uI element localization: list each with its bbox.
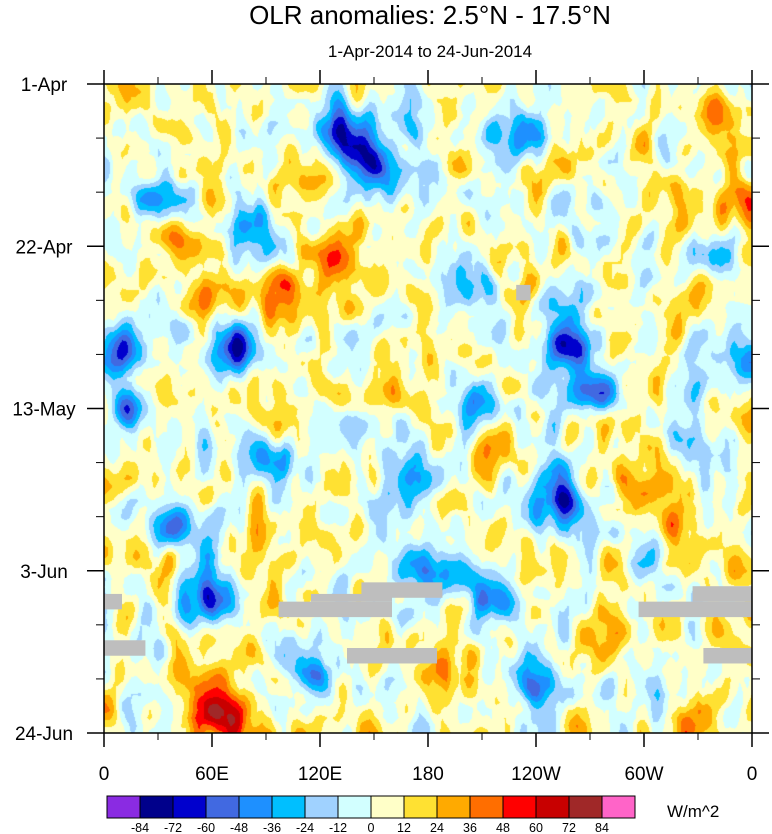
colorbar-label: 60 (529, 821, 543, 834)
colorbar-label: -84 (131, 821, 149, 834)
y-tick-label: 1-Apr (21, 75, 68, 96)
missing-data-region (692, 586, 752, 602)
heatmap-field (104, 84, 752, 733)
colorbar: -84 -72 -60 -48 -36 -24 -12 0 12 24 36 48 60 72 84 (106, 795, 636, 834)
colorbar-label: -48 (230, 821, 248, 834)
colorbar-label: -12 (329, 821, 347, 834)
missing-data-region (361, 582, 443, 598)
x-axis: 0 60E 120E 180 120W 60W 0 (99, 70, 758, 785)
x-tick-label: 120E (298, 764, 342, 785)
colorbar-swatch (172, 795, 207, 819)
x-tick-label: 60W (624, 764, 663, 785)
colorbar-swatch (139, 795, 174, 819)
missing-data-region (638, 601, 752, 618)
missing-data-region (311, 593, 392, 602)
y-tick-label: 13-May (12, 400, 76, 421)
colorbar-swatch (568, 795, 603, 819)
colorbar-swatch (502, 795, 537, 819)
x-tick-label: 120W (511, 764, 561, 785)
x-tick-label: 0 (99, 764, 110, 785)
colorbar-label: 0 (368, 821, 375, 834)
missing-data-regions (104, 284, 752, 664)
heatmap-area (103, 83, 753, 734)
colorbar-label: 24 (430, 821, 444, 834)
colorbar-label: -24 (296, 821, 314, 834)
chart-title: OLR anomalies: 2.5°N - 17.5°N (249, 0, 611, 30)
colorbar-label: 48 (496, 821, 510, 834)
x-tick-label: 180 (412, 764, 444, 785)
colorbar-label: 84 (595, 821, 609, 834)
chart-subtitle: 1-Apr-2014 to 24-Jun-2014 (328, 42, 532, 61)
y-tick-label: 22-Apr (15, 237, 73, 258)
colorbar-label: 12 (397, 821, 411, 834)
colorbar-swatch (205, 795, 240, 819)
colorbar-swatch (436, 795, 471, 819)
colorbar-label: 72 (562, 821, 576, 834)
y-tick-label: 24-Jun (15, 724, 73, 745)
missing-data-region (347, 648, 437, 664)
x-tick-label: 0 (747, 764, 758, 785)
colorbar-swatch (370, 795, 405, 819)
colorbar-swatch (535, 795, 570, 819)
colorbar-swatch (238, 795, 273, 819)
colorbar-swatch (403, 795, 438, 819)
missing-data-region (104, 593, 122, 610)
colorbar-label: -36 (263, 821, 281, 834)
missing-data-region (278, 601, 392, 618)
colorbar-swatch (304, 795, 339, 819)
colorbar-label: 36 (463, 821, 477, 834)
colorbar-units: W/m^2 (667, 802, 719, 821)
y-axis: 1-Apr 22-Apr 13-May 3-Jun 24-Jun (12, 75, 769, 745)
y-tick-label: 3-Jun (20, 562, 68, 583)
missing-data-region (516, 284, 531, 301)
colorbar-swatch (271, 795, 306, 819)
x-tick-label: 60E (195, 764, 229, 785)
colorbar-label: -72 (164, 821, 182, 834)
colorbar-swatch (469, 795, 504, 819)
colorbar-swatch (601, 795, 636, 819)
colorbar-swatch (337, 795, 372, 819)
missing-data-region (703, 648, 752, 664)
colorbar-swatch (106, 795, 141, 819)
colorbar-label: -60 (197, 821, 215, 834)
missing-data-region (104, 640, 146, 656)
